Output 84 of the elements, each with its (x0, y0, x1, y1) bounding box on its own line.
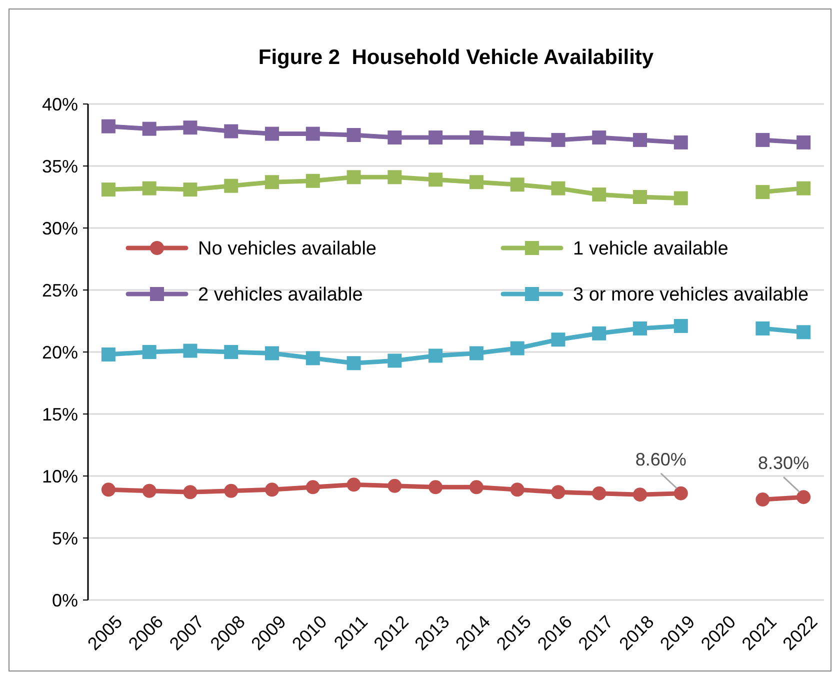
point (183, 182, 198, 197)
y-tick-label: 15% (42, 404, 78, 424)
point (674, 318, 688, 333)
legend-label: No vehicles available (198, 238, 376, 260)
point (592, 326, 606, 340)
point (142, 484, 156, 498)
point (796, 135, 811, 150)
point (183, 344, 198, 358)
point (183, 485, 198, 500)
point (551, 132, 566, 147)
y-tick-label: 20% (42, 342, 78, 362)
y-tick-label: 10% (42, 466, 78, 486)
point (469, 346, 484, 360)
point (428, 480, 443, 494)
point (101, 119, 116, 134)
point (224, 345, 238, 359)
point (469, 480, 484, 494)
point (388, 354, 402, 368)
legend-label: 3 or more vehicles available (573, 284, 809, 306)
data-label: 8.60% (635, 449, 686, 470)
y-tick-label: 25% (42, 280, 78, 300)
point (306, 126, 320, 141)
point (633, 321, 647, 336)
y-tick-label: 0% (52, 590, 78, 610)
point (428, 348, 443, 363)
point (633, 190, 647, 204)
point (633, 488, 647, 502)
y-tick-label: 35% (42, 156, 78, 176)
data-label: 8.30% (758, 453, 810, 474)
point (101, 482, 116, 497)
point (346, 356, 361, 370)
point (592, 188, 606, 202)
point (224, 484, 238, 498)
point (142, 122, 156, 136)
point (510, 341, 524, 356)
point (674, 135, 688, 150)
point (469, 175, 484, 190)
point (510, 178, 524, 192)
point (306, 480, 320, 494)
point (388, 130, 402, 144)
point (346, 128, 361, 142)
point (306, 351, 320, 366)
y-tick-label: 5% (52, 528, 78, 548)
point (265, 126, 279, 141)
point (756, 185, 770, 200)
point (796, 490, 811, 504)
point (674, 486, 688, 500)
point (101, 182, 116, 197)
point (101, 347, 116, 362)
point (224, 124, 238, 138)
point (265, 175, 279, 190)
point (756, 132, 770, 147)
point (796, 325, 811, 340)
point (428, 172, 443, 187)
point (551, 485, 566, 500)
point (346, 170, 361, 184)
point (306, 174, 320, 188)
point (551, 181, 566, 196)
point (674, 191, 688, 206)
point (592, 130, 606, 144)
point (796, 181, 811, 196)
legend-label: 1 vehicle available (573, 238, 728, 260)
point (592, 486, 606, 500)
point (142, 345, 156, 359)
point (142, 181, 156, 196)
point (265, 346, 279, 360)
y-tick-label: 40% (42, 94, 78, 114)
point (633, 132, 647, 147)
point (510, 132, 524, 146)
chart-title: Figure 2 Household Vehicle Availability (258, 46, 654, 69)
point (346, 478, 361, 492)
point (756, 321, 770, 336)
point (428, 130, 443, 144)
legend-label: 2 vehicles available (198, 284, 363, 306)
point (183, 120, 198, 135)
point (388, 170, 402, 184)
point (224, 178, 238, 193)
point (388, 478, 402, 493)
y-tick-label: 30% (42, 218, 78, 238)
point (265, 482, 279, 497)
point (551, 332, 566, 347)
point (756, 492, 770, 507)
point (469, 130, 484, 144)
point (510, 482, 524, 497)
